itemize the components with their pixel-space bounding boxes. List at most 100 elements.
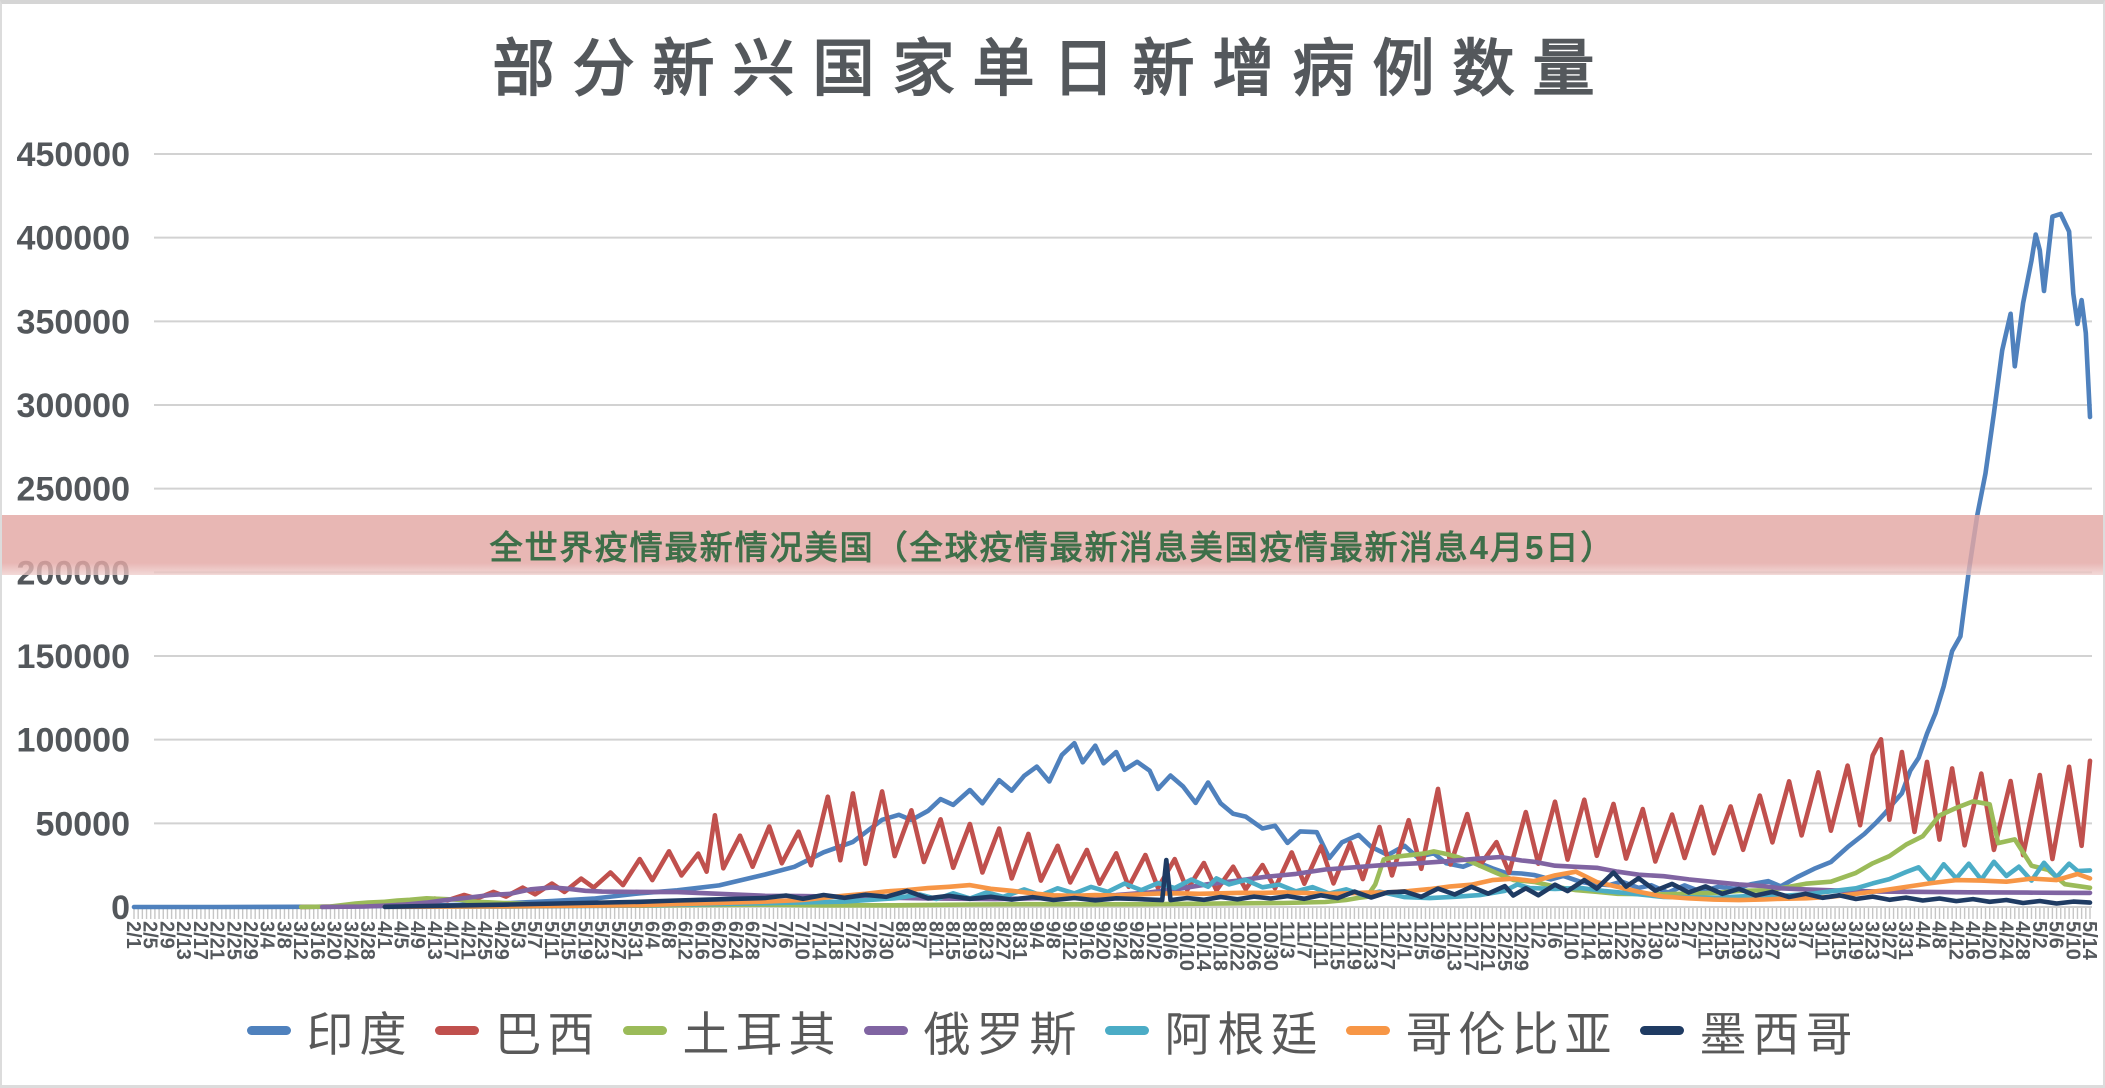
x-axis-tick-label: 2/23 [1744,921,1766,960]
x-axis-tick-label: 8/19 [958,921,980,960]
x-axis-tick-label: 3/15 [1827,921,1849,960]
x-axis-tick-label: 2/9 [155,921,177,949]
x-axis-tick-label: 5/6 [2045,921,2067,949]
x-axis-tick-label: 1/26 [1627,921,1649,960]
x-axis-tick-label: 12/5 [1409,921,1431,960]
x-axis-tick-label: 8/11 [924,921,946,959]
x-axis-tick-label: 4/16 [1961,921,1983,960]
y-axis-tick-label: 400000 [17,220,130,258]
line-chart: 0500001000001500002000002500003000003500… [17,136,2100,972]
x-axis-tick-label: 9/8 [1041,921,1063,949]
x-axis-tick-label: 8/7 [908,921,930,949]
legend-swatch-turkey [622,1026,667,1035]
legend-swatch-argentina [1104,1026,1149,1035]
x-axis-tick-label: 12/1 [1393,921,1415,960]
gridlines [154,153,2092,908]
legend-swatch-mexico [1639,1026,1684,1035]
x-axis-tick-label: 2/5 [139,921,161,949]
x-axis-tick-label: 10/22 [1225,921,1247,971]
x-axis-tick-label: 12/9 [1426,921,1448,960]
x-axis-tick-label: 3/20 [323,921,345,960]
x-axis-tick-label: 7/14 [807,921,829,961]
x-axis-tick-label: 9/4 [1025,921,1047,950]
y-axis-tick-label: 450000 [17,136,130,174]
x-axis-tick-label: 11/3 [1276,921,1298,959]
x-axis-tick-label: 5/19 [573,921,595,960]
x-axis-tick-label: 3/12 [289,921,311,960]
x-axis-tick-label: 6/24 [724,921,746,961]
x-axis-tick-label: 3/23 [1861,921,1883,960]
x-axis-tick-label: 4/12 [1944,921,1966,960]
series-line-mexico [382,857,2093,910]
y-axis-tick-label: 100000 [17,722,130,760]
x-axis-tick-label: 4/8 [1928,921,1950,949]
overlay-banner-text: 全世界疫情最新情况美国（全球疫情最新消息美国疫情最新消息4月5日） [489,529,1616,566]
x-axis-tick-label: 3/4 [256,921,278,950]
legend-item-argentina: 阿根廷 [1104,996,1324,1065]
x-axis-tick-label: 6/16 [690,921,712,960]
x-axis-tick-label: 7/30 [874,921,896,960]
x-axis-tick-label: 5/23 [590,921,612,960]
x-axis-tick-label: 10/30 [1259,921,1281,971]
x-axis-tick-label: 12/13 [1443,921,1465,971]
series-line-argentina [382,859,2093,910]
y-axis-labels: 0500001000001500002000002500003000003500… [17,136,130,927]
x-axis-tick-label: 2/1 [122,921,144,949]
legend-swatch-colombia [1345,1026,1390,1035]
x-axis-tick-label: 2/21 [206,921,228,960]
x-axis-tick-label: 3/8 [272,921,294,949]
x-axis-tick-label: 4/9 [406,921,428,949]
x-axis-tick-label: 5/10 [2061,921,2083,960]
x-axis-tick-label: 11/27 [1376,921,1398,970]
x-axis-tick-label: 7/6 [774,921,796,949]
x-axis-tick-label: 5/11 [540,921,562,959]
x-axis-tick-label: 8/31 [1008,921,1030,960]
overlay-banner: 全世界疫情最新情况美国（全球疫情最新消息美国疫情最新消息4月5日） [2,515,2103,575]
x-axis-tick-label: 4/28 [2011,921,2033,960]
x-axis-tick-label: 3/3 [1777,921,1799,949]
x-axis-tick-label: 7/18 [824,921,846,960]
x-axis-tick-label: 8/27 [991,921,1013,960]
x-axis-tick-label: 2/19 [1727,921,1749,960]
x-axis-tick-label: 7/26 [858,921,880,960]
y-axis-tick-label: 150000 [17,638,130,676]
x-axis-tick-label: 3/27 [1877,921,1899,960]
x-axis-tick-label: 10/6 [1159,921,1181,960]
x-axis-tick-label: 5/14 [2078,921,2100,961]
x-axis-tick-label: 11/11 [1309,921,1331,969]
x-axis-tick-label: 2/27 [1760,921,1782,960]
x-axis-tick-label: 1/2 [1526,921,1548,949]
x-axis-tick-label: 4/4 [1911,921,1933,950]
x-axis-tick-label: 8/3 [891,921,913,949]
legend-swatch-brazil [434,1026,479,1035]
x-axis-tick-label: 2/25 [222,921,244,960]
legend-label-russia: 俄罗斯 [923,1010,1083,1062]
x-axis-tick-label: 10/10 [1175,921,1197,971]
x-axis-tick-label: 11/15 [1326,921,1348,970]
legend-label-turkey: 土耳其 [682,1010,842,1062]
y-axis-tick-label: 350000 [17,303,130,341]
x-axis-tick-label: 3/11 [1811,921,1833,959]
x-axis-tick-label: 2/11 [1693,921,1715,959]
x-axis-tick-label: 12/21 [1476,921,1498,971]
x-axis-tick-label: 8/15 [941,921,963,960]
x-axis-tick-label: 1/6 [1543,921,1565,949]
series-line-russia [319,854,2093,910]
x-axis-tick-label: 9/12 [1058,921,1080,960]
x-axis-tick-label: 3/28 [356,921,378,960]
legend-item-mexico: 墨西哥 [1639,996,1859,1065]
x-axis-tick-label: 5/3 [507,921,529,949]
x-axis-tick-label: 2/3 [1660,921,1682,949]
x-axis-tick-label: 7/10 [791,921,813,960]
x-axis-tick-label: 4/1 [373,921,395,949]
legend-swatch-india [246,1026,291,1035]
chart-title: 部分新兴国家单日新增病例数量 [492,36,1613,104]
x-axis-tick-label: 4/20 [1978,921,2000,960]
x-axis-tick-label: 10/14 [1192,921,1214,972]
x-axis-tick-label: 5/7 [523,921,545,949]
chart-legend: 印度 巴西 土耳其 俄罗斯 阿根廷 哥伦比亚 墨西哥 [2,996,2103,1065]
y-axis-tick-label: 300000 [17,387,130,425]
x-axis-tick-label: 5/31 [624,921,646,960]
x-axis-tick-label: 3/24 [339,921,361,961]
x-axis-tick-label: 2/29 [239,921,261,960]
